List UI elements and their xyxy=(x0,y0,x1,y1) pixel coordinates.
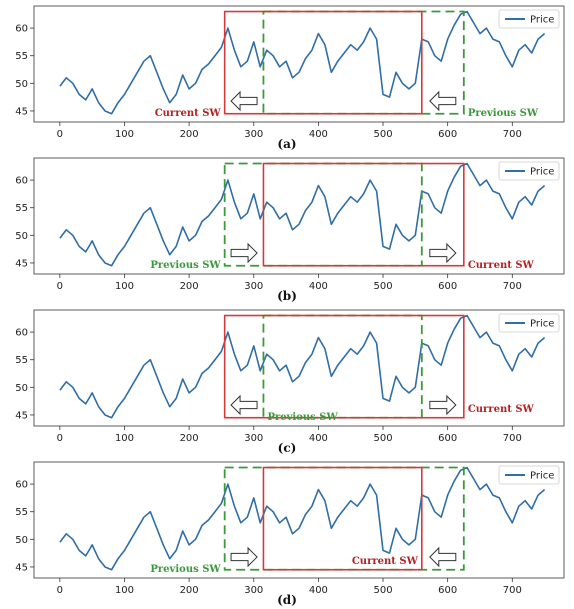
previous-sw-label: Previous SW xyxy=(150,260,221,271)
panel-caption: (a) xyxy=(277,137,296,151)
left-shift-arrow xyxy=(230,394,258,416)
x-tick-label: 700 xyxy=(503,585,522,596)
x-tick-label: 100 xyxy=(115,281,134,292)
x-tick-label: 300 xyxy=(244,585,263,596)
plot-frame xyxy=(33,461,565,579)
y-tick-label: 55 xyxy=(15,203,28,214)
x-tick-label: 200 xyxy=(180,433,199,444)
x-tick-label: 600 xyxy=(438,585,457,596)
x-tick-label: 0 xyxy=(57,433,63,444)
y-tick-label: 45 xyxy=(15,106,28,117)
y-tick-label: 45 xyxy=(15,258,28,269)
left-shift-arrow xyxy=(230,90,258,112)
right-shift-arrow xyxy=(429,242,457,264)
x-tick-label: 100 xyxy=(115,433,134,444)
x-tick-label: 500 xyxy=(373,281,392,292)
x-tick-label: 500 xyxy=(373,129,392,140)
x-tick-label: 600 xyxy=(438,281,457,292)
legend-box xyxy=(498,161,560,181)
chart-panel-d: 45 50 55 60 0 100 200 300 400 500 600 700 Previous S… xyxy=(0,456,574,608)
chart-panel-a: 45 50 55 60 0 100 200 300 400 500 600 700 Current SW… xyxy=(0,0,574,152)
y-tick-label: 60 xyxy=(15,176,28,187)
x-tick-label: 100 xyxy=(115,129,134,140)
x-tick-label: 400 xyxy=(309,281,328,292)
x-tick-label: 100 xyxy=(115,585,134,596)
y-tick-label: 60 xyxy=(15,24,28,35)
x-tick-label: 300 xyxy=(244,433,263,444)
legend-box xyxy=(498,9,560,29)
y-tick-label: 55 xyxy=(15,507,28,518)
x-tick-label: 500 xyxy=(373,585,392,596)
legend-box xyxy=(498,465,560,485)
y-tick-label: 60 xyxy=(15,328,28,339)
legend-label: Price xyxy=(530,471,554,482)
y-tick-label: 45 xyxy=(15,562,28,573)
x-tick-label: 700 xyxy=(503,433,522,444)
x-tick-label: 200 xyxy=(180,281,199,292)
x-tick-label: 400 xyxy=(309,585,328,596)
x-tick-label: 0 xyxy=(57,281,63,292)
plot-frame xyxy=(33,157,565,275)
x-tick-label: 300 xyxy=(244,129,263,140)
x-tick-label: 300 xyxy=(244,281,263,292)
x-tick-label: 600 xyxy=(438,433,457,444)
legend-label: Price xyxy=(530,319,554,330)
legend-label: Price xyxy=(530,167,554,178)
x-tick-label: 200 xyxy=(180,129,199,140)
right-shift-arrow xyxy=(429,546,457,568)
current-sw-label: Current SW xyxy=(155,108,222,119)
y-tick-label: 45 xyxy=(15,410,28,421)
x-tick-label: 400 xyxy=(309,129,328,140)
y-tick-label: 55 xyxy=(15,355,28,366)
current-sw-label: Current SW xyxy=(468,260,535,271)
x-tick-label: 700 xyxy=(503,129,522,140)
left-shift-arrow xyxy=(230,242,258,264)
panel-caption: (d) xyxy=(277,593,297,607)
plot-frame xyxy=(33,5,565,123)
previous-sw-label: Previous SW xyxy=(267,412,338,423)
chart-panel-b: 45 50 55 60 0 100 200 300 400 500 600 700 Previous S… xyxy=(0,152,574,304)
legend-label: Price xyxy=(530,15,554,26)
left-shift-arrow xyxy=(230,546,258,568)
x-tick-label: 0 xyxy=(57,129,63,140)
x-tick-label: 400 xyxy=(309,433,328,444)
x-tick-label: 0 xyxy=(57,585,63,596)
x-tick-label: 600 xyxy=(438,129,457,140)
current-sw-label: Current SW xyxy=(352,556,419,567)
legend-box xyxy=(498,313,560,333)
current-sw-label: Current SW xyxy=(468,404,535,415)
panel-caption: (b) xyxy=(277,289,297,303)
x-tick-label: 700 xyxy=(503,281,522,292)
current-window-box xyxy=(223,314,465,419)
x-tick-label: 200 xyxy=(180,585,199,596)
current-window-box xyxy=(262,162,465,267)
right-shift-arrow xyxy=(429,394,457,416)
right-shift-arrow xyxy=(429,90,457,112)
current-window-box xyxy=(262,466,423,571)
previous-sw-label: Previous SW xyxy=(468,108,539,119)
y-tick-label: 50 xyxy=(15,383,28,394)
previous-sw-label: Previous SW xyxy=(150,564,221,575)
y-tick-label: 60 xyxy=(15,480,28,491)
panel-caption: (c) xyxy=(278,441,297,455)
y-tick-label: 50 xyxy=(15,79,28,90)
current-window-box xyxy=(223,10,423,115)
y-tick-label: 55 xyxy=(15,51,28,62)
x-tick-label: 500 xyxy=(373,433,392,444)
y-tick-label: 50 xyxy=(15,535,28,546)
y-tick-label: 50 xyxy=(15,231,28,242)
chart-panel-c: 45 50 55 60 0 100 200 300 400 500 600 700 Current SW… xyxy=(0,304,574,456)
